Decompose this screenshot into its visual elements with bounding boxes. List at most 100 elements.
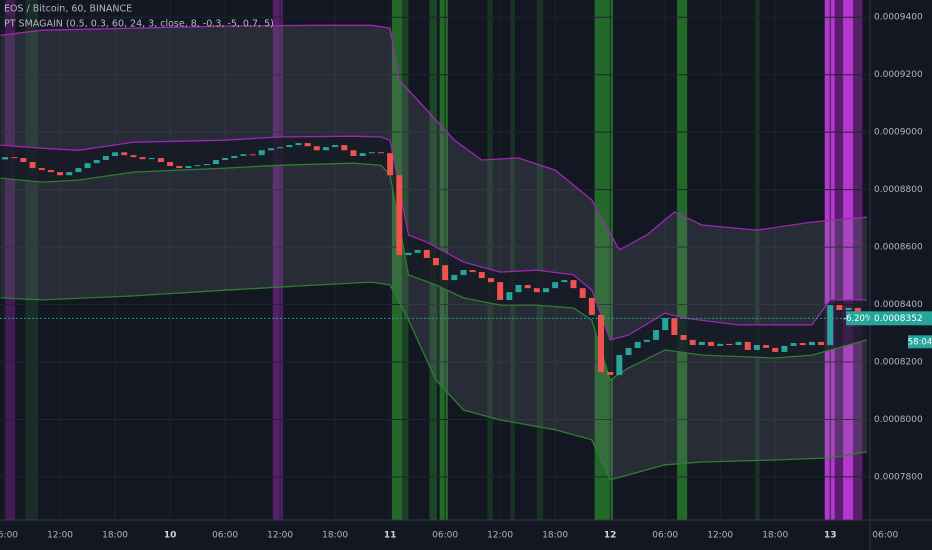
y-tick-label: 0.0008000: [874, 415, 923, 425]
candle-body: [240, 154, 247, 156]
y-tick-label: 0.0008400: [874, 300, 923, 310]
x-tick-label: 06:00: [432, 531, 458, 541]
candle-body: [304, 143, 311, 147]
candle-body: [827, 305, 834, 346]
x-tick-label: 12:00: [47, 531, 73, 541]
candle-body: [488, 278, 494, 283]
countdown-badge: [908, 335, 932, 349]
candle-body: [405, 252, 412, 256]
candle-body: [744, 341, 751, 350]
candle-body: [57, 172, 64, 176]
x-tick-label: 12:00: [707, 531, 733, 541]
candle-body: [552, 282, 559, 289]
candle-body: [157, 158, 164, 163]
candle-body: [222, 158, 229, 161]
signal-column: [510, 0, 515, 520]
signal-column: [677, 0, 688, 520]
candle-body: [368, 152, 375, 154]
y-tick-label: 0.0007800: [874, 472, 923, 482]
candle-body: [506, 292, 513, 300]
candle-body: [763, 345, 770, 348]
candle-body: [607, 372, 614, 375]
candle-body: [680, 334, 687, 340]
x-tick-label: 18:00: [322, 531, 348, 541]
candle-body: [38, 168, 45, 171]
candle-body: [167, 162, 174, 167]
signal-column: [25, 0, 39, 520]
candle-body: [432, 257, 439, 266]
x-tick-label: 18:00: [762, 531, 788, 541]
candle-body: [469, 270, 476, 273]
candle-body: [643, 339, 650, 342]
x-tick-label: 12:00: [267, 531, 293, 541]
candle-body: [212, 160, 219, 165]
candle-body: [267, 148, 274, 151]
y-tick-label: 0.0009200: [874, 70, 923, 80]
candle-body: [808, 341, 815, 346]
indicator-label: PT SMAGAIN (0.5, 0.3, 60, 24, 3, close, …: [4, 19, 274, 30]
last-price-label: 0.0008352: [874, 314, 923, 324]
change-badge: [846, 311, 870, 326]
candle-body: [20, 158, 27, 163]
candle-body: [396, 175, 403, 256]
candle-body: [570, 280, 577, 289]
candle-body: [616, 355, 623, 375]
band-line: [0, 135, 867, 341]
band-line: [0, 24, 867, 251]
candle-body: [662, 318, 669, 331]
candle-body: [295, 143, 302, 146]
candle-body: [423, 249, 430, 258]
signal-column: [536, 0, 544, 520]
candle-body: [753, 345, 760, 350]
y-tick-label: 0.0009000: [874, 128, 923, 138]
band-line: [0, 281, 868, 481]
candle-body: [121, 152, 128, 156]
change-label: -6.20%: [843, 314, 873, 324]
candle-body: [543, 288, 549, 293]
candle-body: [350, 150, 357, 156]
candle-body: [533, 288, 540, 293]
candle-body: [387, 153, 394, 176]
candle-body: [790, 343, 797, 346]
candle-body: [130, 155, 137, 158]
candle-body: [634, 341, 641, 348]
candle-body: [735, 341, 742, 346]
candle-body: [515, 284, 522, 293]
x-tick-label: 13: [824, 531, 837, 541]
candle-body: [258, 150, 265, 156]
signal-column: [272, 0, 283, 520]
candle-body: [112, 152, 119, 156]
candle-body: [139, 157, 146, 160]
candle-body: [47, 170, 54, 173]
candle-body: [203, 164, 210, 166]
candle-body: [818, 341, 825, 346]
x-tick-label: 10: [164, 531, 177, 541]
candle-body: [478, 272, 485, 279]
candle-body: [75, 168, 82, 173]
candle-body: [148, 158, 155, 160]
candle-body: [11, 157, 18, 159]
y-tick-label: 0.0008200: [874, 357, 923, 367]
candle-body: [29, 162, 36, 169]
candle-body: [460, 270, 467, 275]
candle-body: [708, 341, 715, 346]
candle-body: [249, 154, 256, 156]
candle-body: [689, 339, 696, 346]
candle-body: [579, 288, 586, 298]
candle-body: [377, 152, 384, 154]
x-tick-label: 12:00: [487, 531, 513, 541]
candle-body: [845, 307, 852, 310]
candle-body: [66, 172, 73, 176]
candle-body: [671, 318, 678, 335]
candle-body: [277, 147, 284, 149]
x-tick-label: 18:00: [102, 531, 128, 541]
candle-body: [854, 307, 861, 315]
band-line: [0, 162, 868, 382]
candle-body: [414, 249, 421, 253]
candle-body: [772, 347, 779, 352]
signal-column: [834, 0, 844, 520]
x-tick-label: 06:00: [652, 531, 678, 541]
candle-body: [588, 297, 595, 315]
candle-body: [102, 156, 109, 161]
